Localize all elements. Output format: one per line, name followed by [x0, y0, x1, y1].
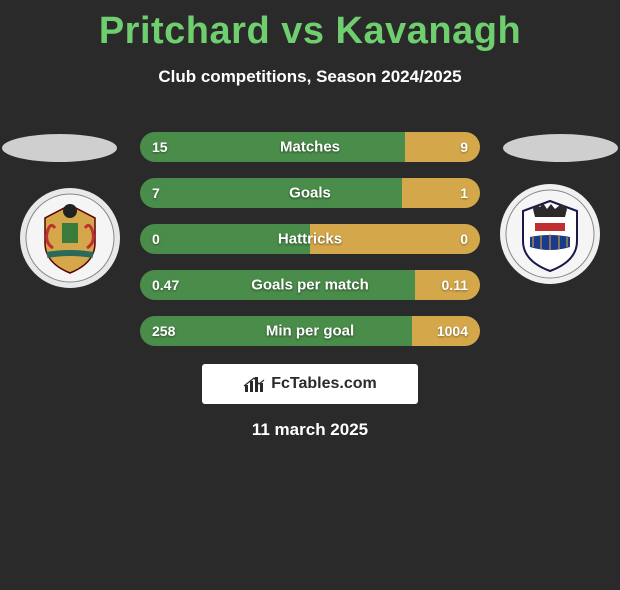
club-crest-right [500, 184, 600, 284]
stat-label: Matches [280, 139, 340, 156]
stat-value-left: 0.47 [152, 277, 179, 293]
stat-row: 258 Min per goal 1004 [140, 316, 480, 346]
date-text: 11 march 2025 [252, 420, 368, 440]
stat-value-right: 0.11 [442, 277, 468, 293]
brand-text: FcTables.com [271, 375, 377, 393]
stat-value-left: 0 [152, 231, 160, 247]
stat-label: Goals [289, 185, 331, 202]
stat-value-right: 9 [460, 139, 468, 155]
bar-left-segment [140, 132, 405, 162]
stat-value-right: 1 [460, 185, 468, 201]
bar-left-segment [140, 178, 402, 208]
page-title: Pritchard vs Kavanagh [0, 10, 620, 53]
shield-icon [25, 193, 115, 283]
stat-value-left: 258 [152, 323, 175, 339]
player-shadow-right [503, 134, 618, 162]
stat-row: 0 Hattricks 0 [140, 224, 480, 254]
club-crest-left [20, 188, 120, 288]
subtitle: Club competitions, Season 2024/2025 [0, 67, 620, 87]
bar-chart-icon [243, 373, 265, 395]
stats-bars: 15 Matches 9 7 Goals 1 0 Hattricks 0 0.4… [140, 132, 480, 362]
stat-label: Goals per match [251, 277, 369, 294]
stat-row: 7 Goals 1 [140, 178, 480, 208]
shield-icon [505, 189, 595, 279]
bar-right-segment [405, 132, 480, 162]
bar-right-segment [402, 178, 480, 208]
stat-value-left: 7 [152, 185, 160, 201]
stat-label: Min per goal [266, 323, 354, 340]
stat-row: 15 Matches 9 [140, 132, 480, 162]
brand-box[interactable]: FcTables.com [202, 364, 418, 404]
stat-label: Hattricks [278, 231, 342, 248]
player-shadow-left [2, 134, 117, 162]
stat-value-right: 0 [460, 231, 468, 247]
stat-value-left: 15 [152, 139, 168, 155]
stat-value-right: 1004 [437, 323, 468, 339]
stat-row: 0.47 Goals per match 0.11 [140, 270, 480, 300]
